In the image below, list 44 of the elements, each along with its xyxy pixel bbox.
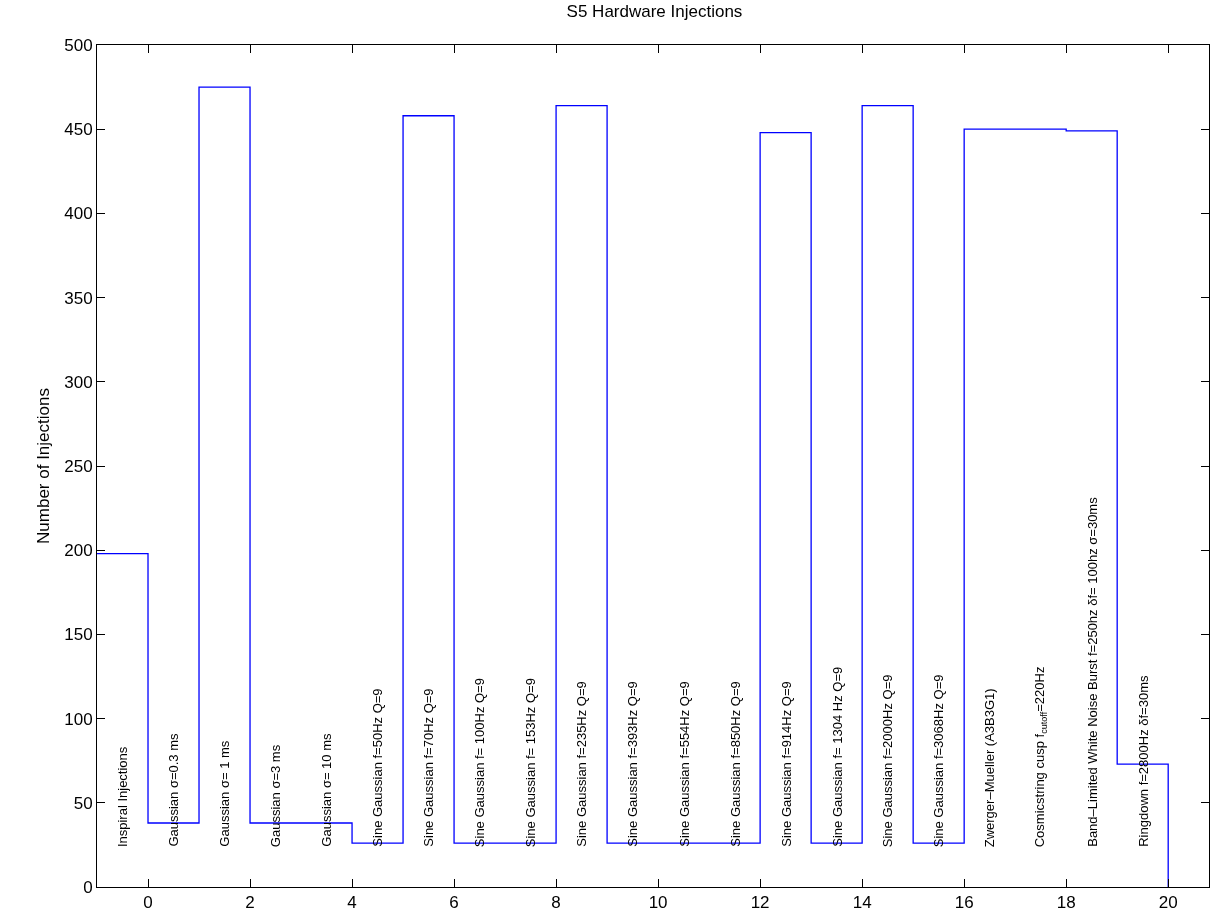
y-tick-label: 300 xyxy=(64,372,93,392)
annotation: Sine Gaussian f= 100Hz Q=9 xyxy=(471,678,487,848)
y-tick-label: 150 xyxy=(64,625,93,645)
annotation: Sine Gaussian f=2000Hz Q=9 xyxy=(880,674,896,848)
annotation: Gaussian σ=0.3 ms xyxy=(166,732,182,847)
x-tick-label: 18 xyxy=(1056,893,1076,913)
annotation: Sine Gaussian f=235Hz Q=9 xyxy=(574,681,590,847)
chart-title: S5 Hardware Injections xyxy=(566,1,743,21)
x-tick-label: 0 xyxy=(143,893,153,913)
y-tick-label: 0 xyxy=(83,877,93,897)
y-axis-title: Number of Injections xyxy=(33,388,53,544)
annotation: Inspiral Injections xyxy=(114,746,130,848)
x-tick-label: 12 xyxy=(750,893,770,913)
y-tick-label: 100 xyxy=(64,709,93,729)
y-tick-label: 200 xyxy=(64,541,93,561)
annotation: Band–Limited White Noise Burst f=250hz δf= 100hz σ=30ms xyxy=(1084,496,1100,847)
annotation: Sine Gaussian f=850Hz Q=9 xyxy=(727,681,743,847)
annotation: Sine Gaussian f=50Hz Q=9 xyxy=(370,688,386,847)
annotation: Sine Gaussian f=393Hz Q=9 xyxy=(625,681,641,847)
x-tick-label: 4 xyxy=(347,893,357,913)
annotation: Ringdown f=2800Hz δf=30ms xyxy=(1135,675,1151,847)
annotation: Gaussian σ= 1 ms xyxy=(217,740,233,847)
y-tick-label: 350 xyxy=(64,288,93,308)
annotation: Sine Gaussian f=70Hz Q=9 xyxy=(421,688,437,847)
x-tick-label: 14 xyxy=(852,893,872,913)
y-tick-label: 450 xyxy=(64,120,93,140)
x-tick-label: 8 xyxy=(551,893,561,913)
annotation: Sine Gaussian f= 153Hz Q=9 xyxy=(522,678,538,848)
annotation: Sine Gaussian f= 1304 Hz Q=9 xyxy=(829,666,845,847)
x-tick-label: 20 xyxy=(1158,893,1178,913)
x-tick-label: 10 xyxy=(648,893,668,913)
y-tick-label: 250 xyxy=(64,456,93,476)
annotation: Zwerger–Mueller (A3B3G1) xyxy=(982,688,998,848)
annotation: Sine Gaussian f=914Hz Q=9 xyxy=(778,681,794,847)
annotation: Sine Gaussian f=554Hz Q=9 xyxy=(676,681,692,847)
y-tick-label: 400 xyxy=(64,204,93,224)
y-tick-label: 500 xyxy=(64,35,93,55)
x-tick-label: 6 xyxy=(449,893,459,913)
annotation: Gaussian σ= 10 ms xyxy=(319,732,335,847)
annotation: Gaussian σ=3 ms xyxy=(267,744,283,848)
annotation: Sine Gaussian f=3068Hz Q=9 xyxy=(931,674,947,848)
y-tick-label: 50 xyxy=(73,793,93,813)
x-tick-label: 2 xyxy=(245,893,255,913)
x-tick-label: 16 xyxy=(954,893,974,913)
